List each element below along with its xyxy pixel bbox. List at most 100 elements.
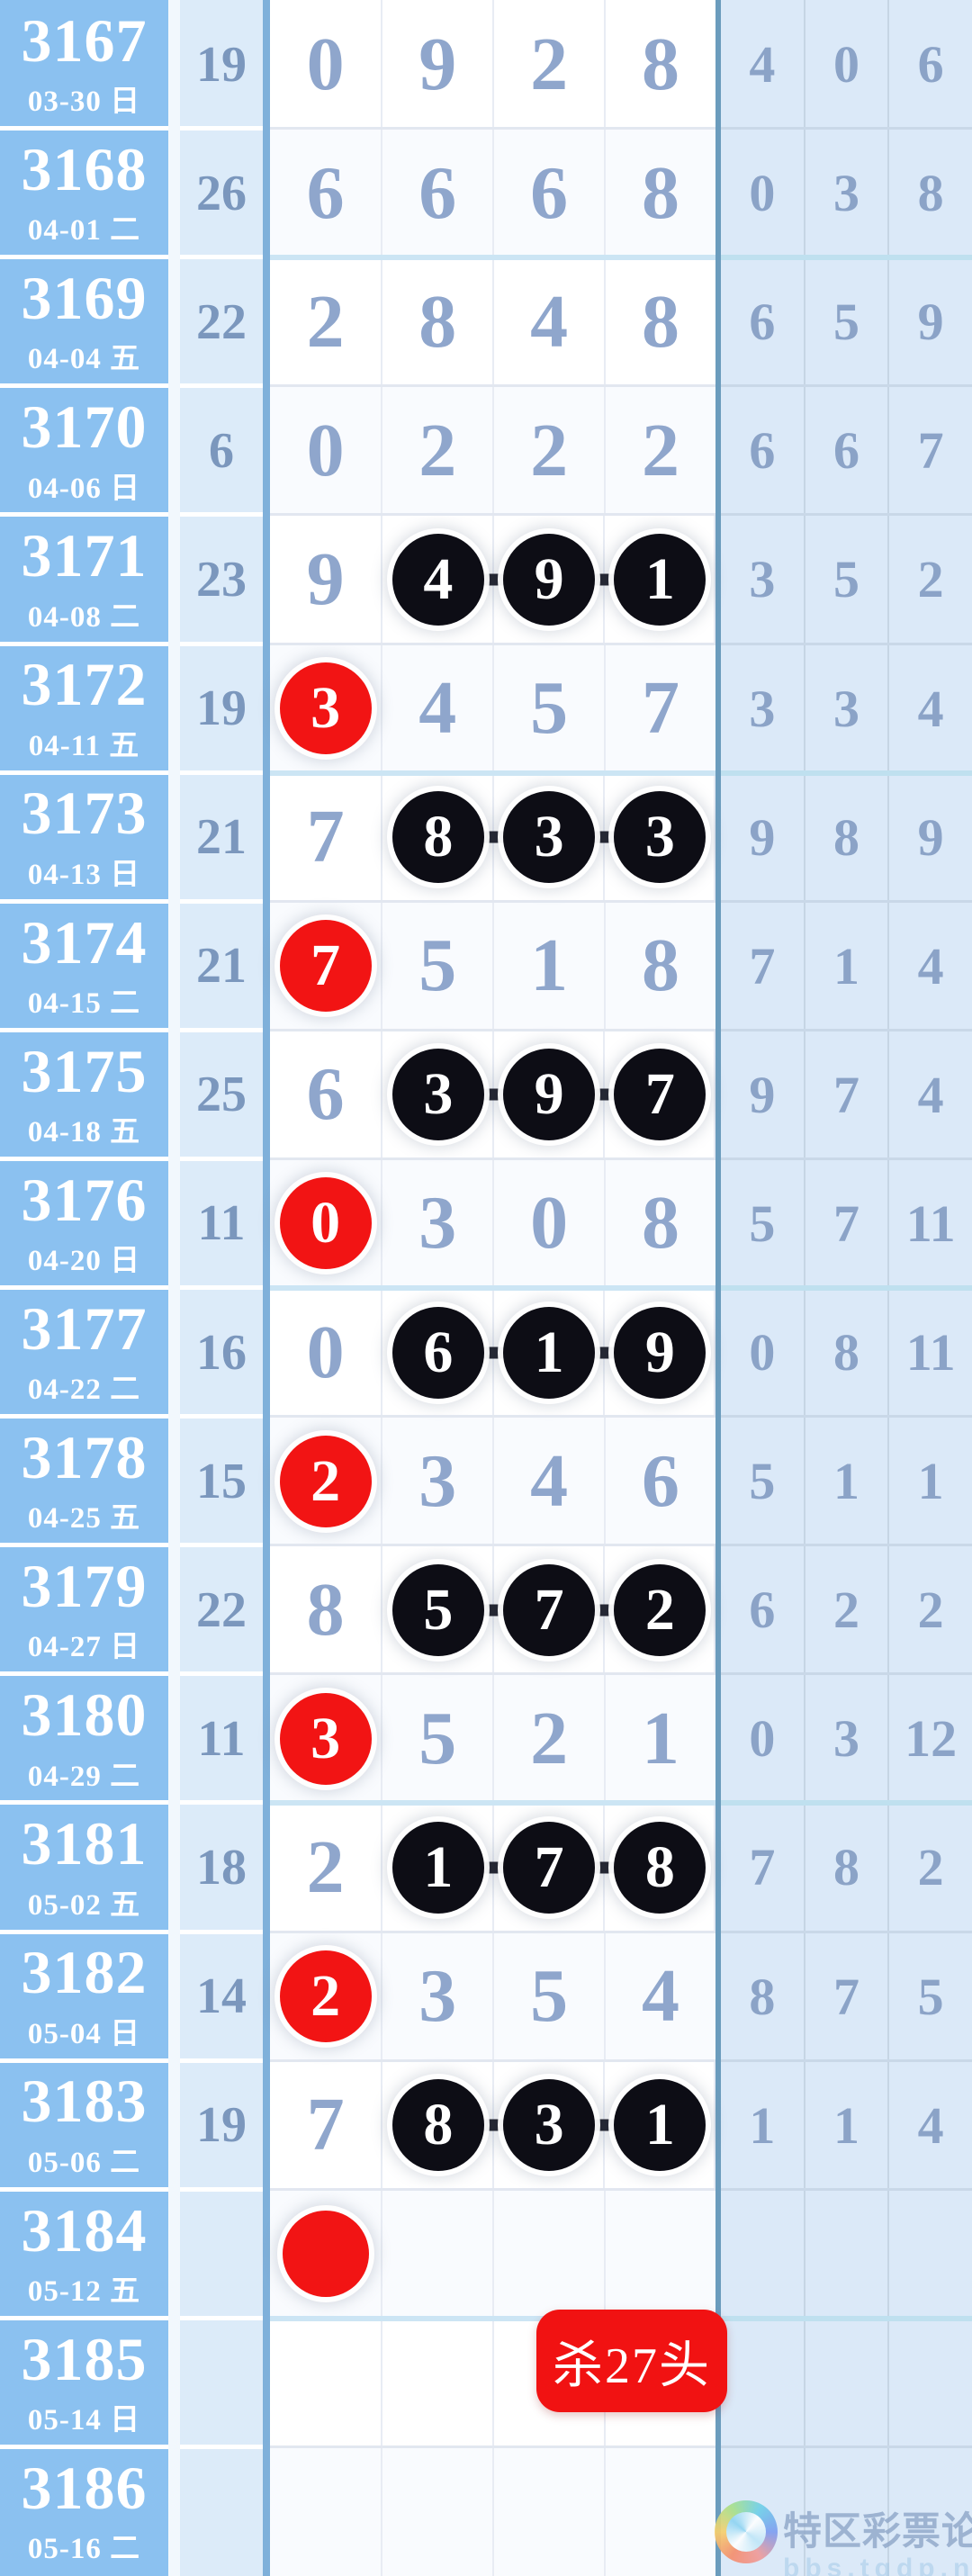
dash-connector <box>477 573 510 586</box>
stat-value: 4 <box>917 679 944 738</box>
digit-cell: 2 <box>382 386 495 516</box>
kill-27-button[interactable]: 杀27头 <box>536 2310 727 2412</box>
digit: 0 <box>306 1310 345 1394</box>
black-ball: 9 <box>503 1049 596 1141</box>
stat-value: 5 <box>806 257 890 387</box>
stat-value <box>721 2189 806 2319</box>
stat-cells: 6 6 7 <box>721 386 972 517</box>
digit-cells: 7 5 1 8 <box>270 901 716 1031</box>
black-ball: 3 <box>392 1049 484 1141</box>
first-digit-cell: 2 <box>270 1417 383 1546</box>
digit-cell <box>605 515 716 644</box>
digit: 6 <box>418 150 457 235</box>
dash-connector <box>477 2119 510 2131</box>
stat-value: 4 <box>917 1065 944 1124</box>
stat-cells: 7 8 2 <box>721 1803 972 1933</box>
digit: 6 <box>306 1052 345 1137</box>
stat-value <box>721 2446 806 2576</box>
table-row: 3172 04-11 五 19 3 4 5 7 3 3 4 <box>0 644 972 776</box>
digit-cells: 2 3 5 4 <box>270 1932 716 2062</box>
stat-value: 8 <box>721 1932 806 2061</box>
stat-value <box>806 2189 890 2319</box>
black-ball: 3 <box>503 2079 596 2172</box>
red-ball: 3 <box>279 1692 372 1785</box>
vertical-divider-left <box>263 772 270 902</box>
digit-cell <box>382 2318 495 2447</box>
column-gap <box>168 1674 180 1804</box>
watermark-url: bbs.tqdp.net <box>783 2553 972 2576</box>
stat-value <box>889 2319 972 2447</box>
red-dot-marker <box>282 2211 369 2298</box>
stat-value: 8 <box>806 772 890 902</box>
first-digit-cell: 7 <box>270 772 383 902</box>
sum-value: 21 <box>196 938 247 995</box>
vertical-divider-right <box>716 1288 721 1418</box>
table-row: 3167 03-30 日 19 0 9 2 8 4 0 6 <box>0 0 972 131</box>
sum-value: 26 <box>196 165 247 221</box>
column-gap <box>168 644 180 773</box>
issue-cell: 3169 04-04 五 <box>0 257 168 389</box>
red-ball: 2 <box>279 1950 372 2043</box>
column-gap <box>168 2189 180 2319</box>
stat-value: 1 <box>721 2060 806 2190</box>
issue-date: 04-01 二 <box>27 214 141 248</box>
watermark-site-name: 特区彩票论坛 <box>783 2511 972 2553</box>
dash-connector <box>588 1088 621 1101</box>
issue-cell: 3182 05-04 日 <box>0 1932 168 2063</box>
issue-date: 05-02 五 <box>27 1888 141 1922</box>
digit: 5 <box>530 666 569 751</box>
table-row: 3170 04-06 日 6 0 2 2 2 6 6 7 <box>0 386 972 518</box>
digit: 3 <box>418 1438 457 1523</box>
digit: 8 <box>642 1181 680 1265</box>
vertical-divider-left <box>263 386 270 516</box>
stat-cells: 5 7 11 <box>721 1158 972 1292</box>
column-gap <box>168 1545 180 1675</box>
digit-cell: 5 <box>382 1674 495 1804</box>
first-digit-cell: 6 <box>270 129 383 258</box>
vertical-divider-right <box>716 1417 721 1546</box>
red-ball: 2 <box>279 1435 372 1527</box>
first-digit-cell: 0 <box>270 1158 383 1288</box>
digit-cells <box>270 2189 716 2321</box>
vertical-divider-right <box>716 901 721 1031</box>
sum-cell: 16 <box>180 1288 263 1419</box>
stat-value: 7 <box>806 1030 890 1159</box>
sum-cell: 11 <box>180 1158 263 1291</box>
vertical-divider-right <box>716 1030 721 1159</box>
digit: 8 <box>306 1567 345 1652</box>
tail-digit-cells: 4 5 7 <box>382 644 716 773</box>
stat-cells: 7 1 4 <box>721 901 972 1031</box>
digit-cell: 2 <box>494 1674 607 1804</box>
digit: 4 <box>642 1954 680 2039</box>
sum-value: 11 <box>197 1710 246 1767</box>
stat-value <box>806 2446 890 2576</box>
vertical-divider-right <box>716 772 721 902</box>
digit: 6 <box>642 1438 680 1523</box>
dash-connector <box>588 831 621 843</box>
stat-value: 7 <box>721 901 806 1031</box>
vertical-divider-left <box>263 2060 270 2190</box>
stat-value: 1 <box>917 1452 944 1511</box>
vertical-divider-left <box>263 0 270 130</box>
vertical-divider-left <box>263 644 270 773</box>
first-digit-cell: 2 <box>270 257 383 387</box>
tail-digit-cells: 9 2 8 <box>382 0 716 130</box>
tail-digit-cells <box>382 2446 716 2576</box>
digit: 2 <box>530 22 569 106</box>
stat-cells <box>721 2318 972 2448</box>
issue-cell: 3178 04-25 五 <box>0 1417 168 1548</box>
stat-value: 1 <box>806 2060 890 2190</box>
first-digit-cell: 7 <box>270 901 383 1031</box>
dash-connector <box>588 573 621 586</box>
sum-value: 23 <box>196 551 247 608</box>
digit-cell: 5 <box>494 644 607 773</box>
